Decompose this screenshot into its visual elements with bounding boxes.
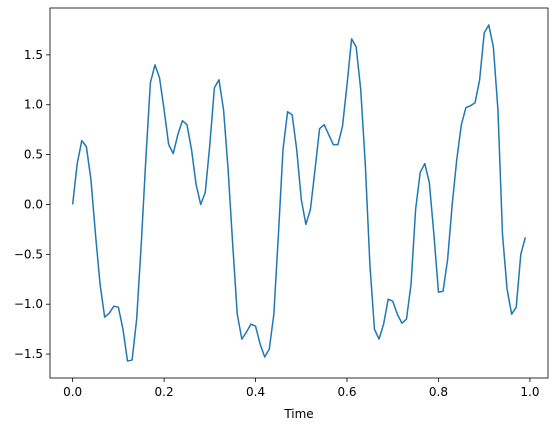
x-tick-label: 0.2 — [155, 385, 174, 399]
y-tick-label: 0.5 — [24, 148, 43, 162]
y-tick-label: −1.0 — [14, 297, 43, 311]
x-tick-label: 0.8 — [429, 385, 448, 399]
plot-frame — [49, 7, 549, 379]
y-tick-label: 1.5 — [24, 48, 43, 62]
x-tick-label: 0.4 — [246, 385, 265, 399]
x-tick-label: 1.0 — [520, 385, 539, 399]
x-tick-label: 0.0 — [63, 385, 82, 399]
x-axis-label: Time — [283, 407, 313, 421]
x-tick-label: 0.6 — [337, 385, 356, 399]
y-tick-label: −1.5 — [14, 347, 43, 361]
y-tick-label: −0.5 — [14, 247, 43, 261]
y-tick-label: 0.0 — [24, 197, 43, 211]
y-tick-label: 1.0 — [24, 98, 43, 112]
line-series — [71, 24, 527, 362]
